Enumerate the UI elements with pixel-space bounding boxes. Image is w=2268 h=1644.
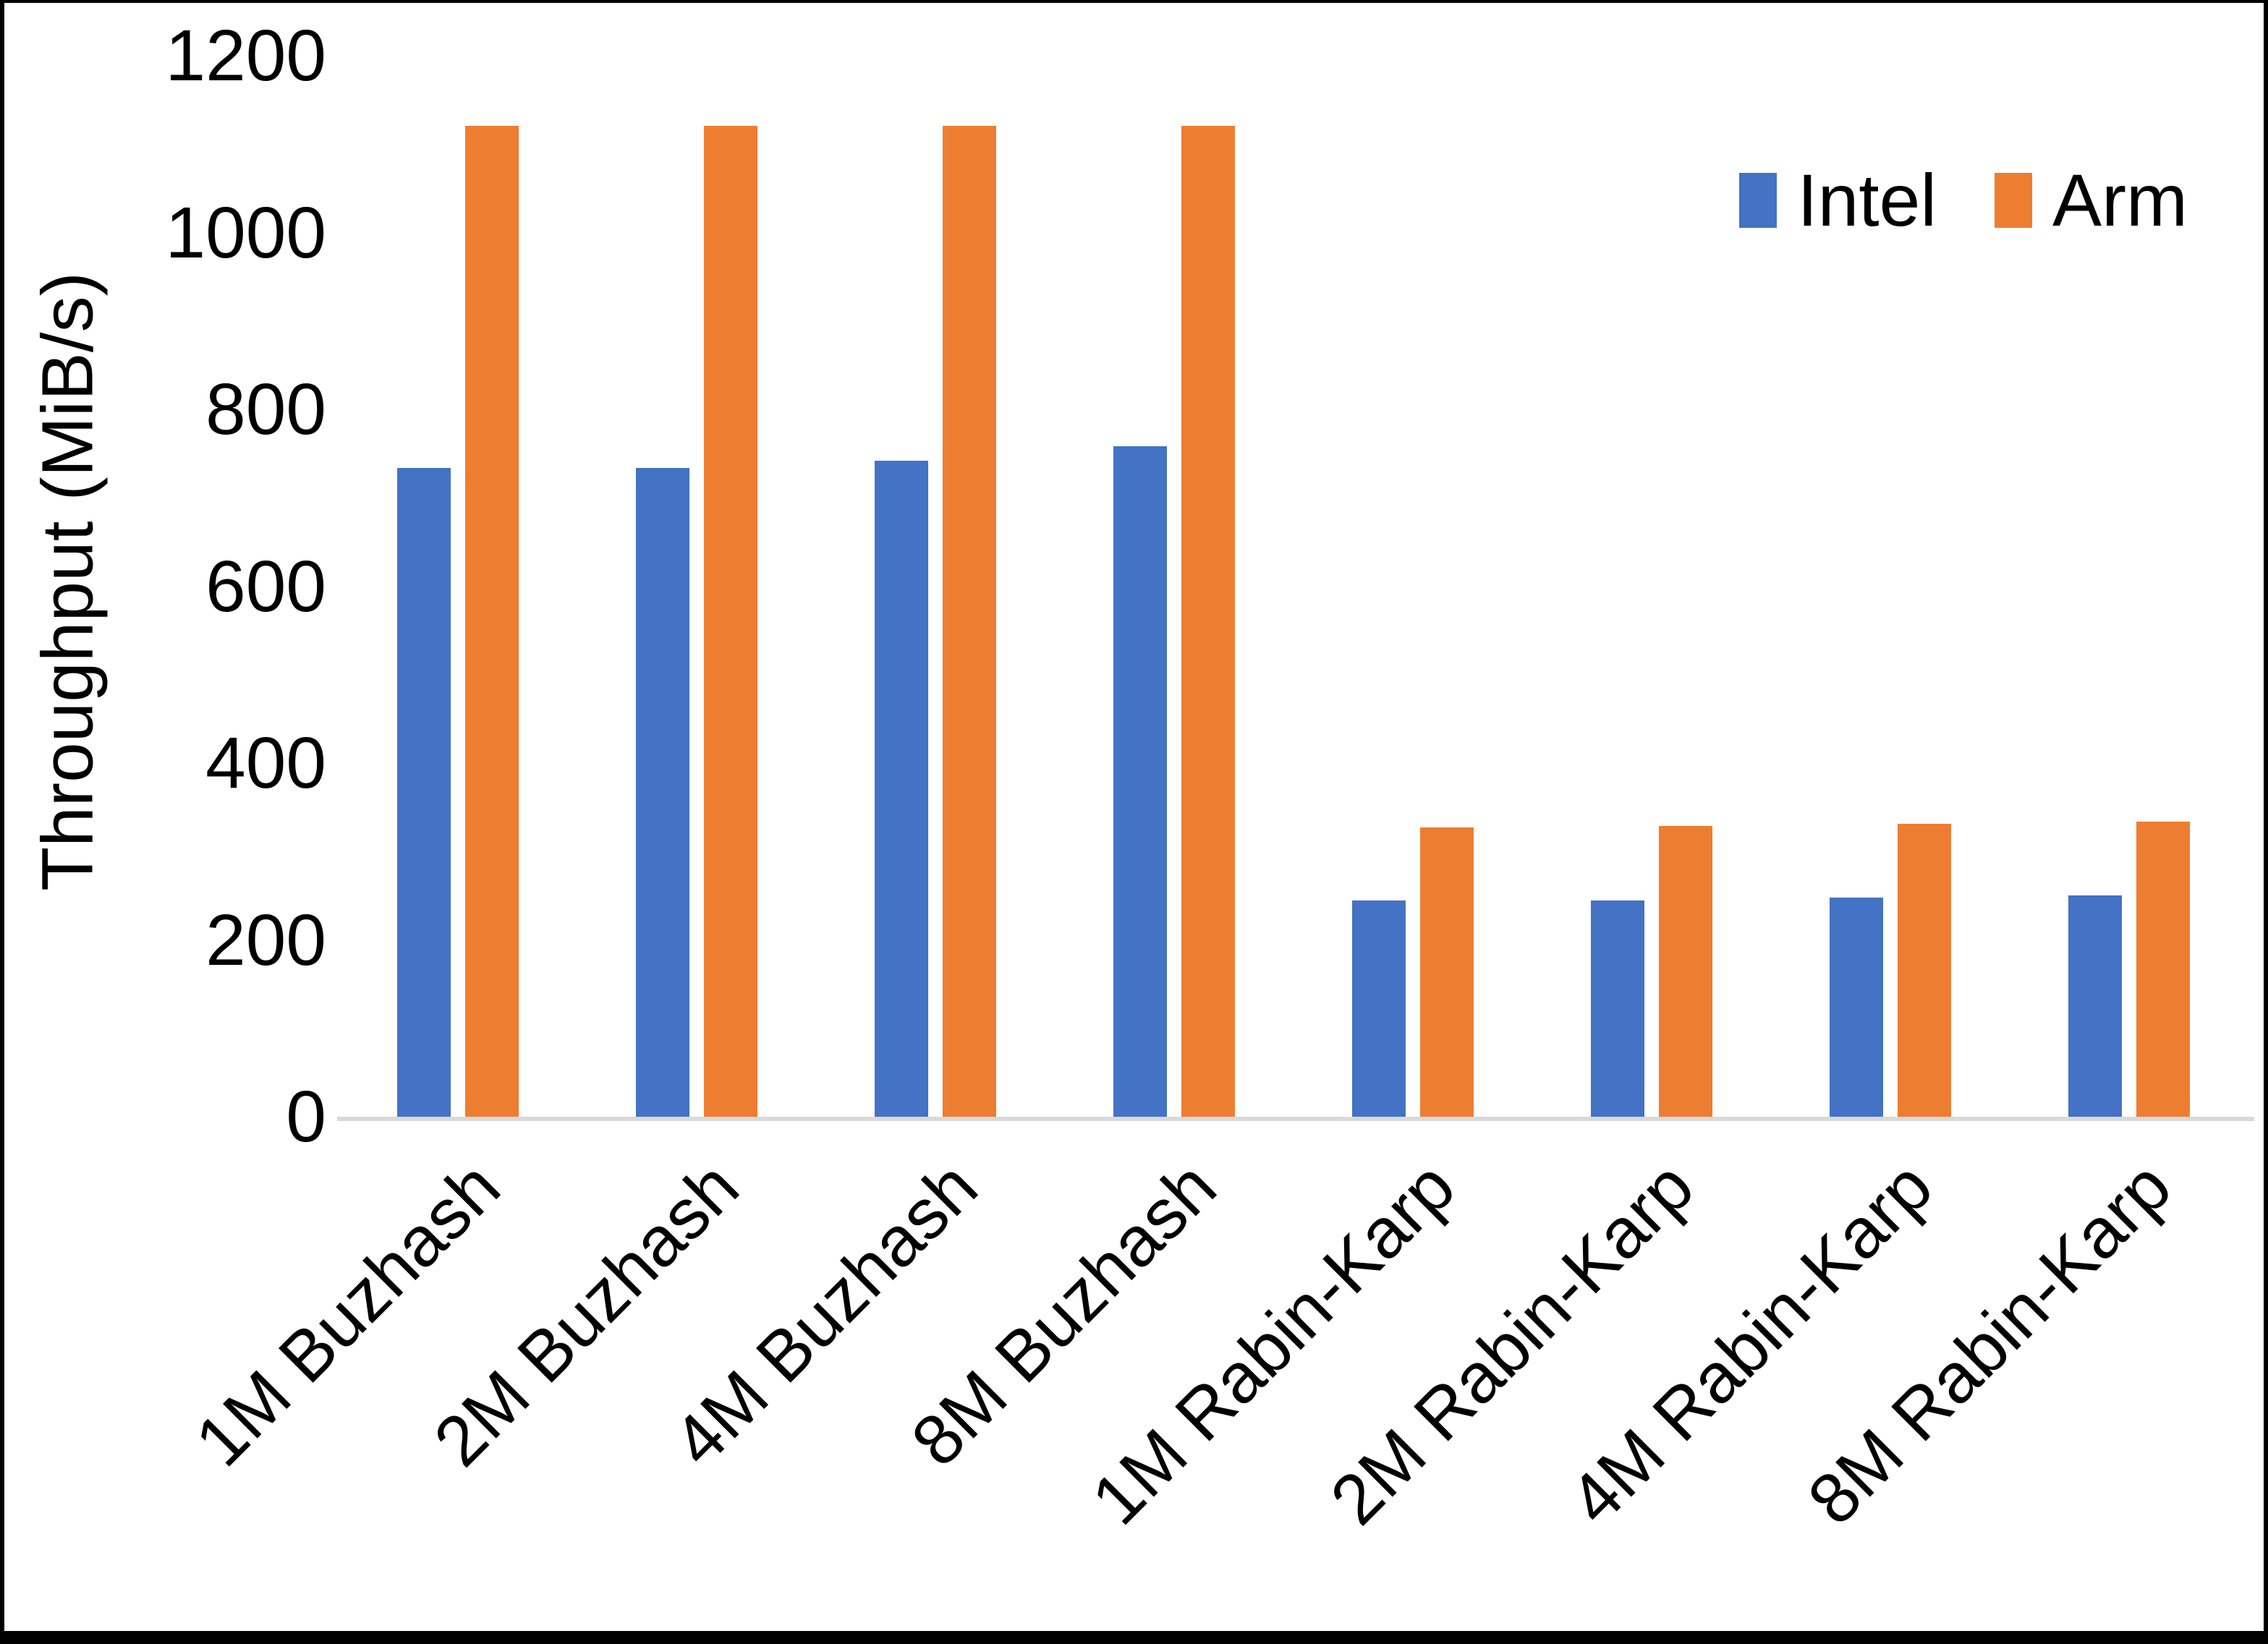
- bar-intel-8m-rabin-karp: [2068, 895, 2122, 1117]
- bar-intel-2m-rabin-karp: [1591, 900, 1644, 1117]
- bar-arm-4m-rabin-karp: [1898, 824, 1951, 1117]
- y-tick-label: 1200: [165, 15, 326, 96]
- y-tick-label: 200: [205, 899, 326, 981]
- x-category-label: 1M Buzhash: [179, 1146, 515, 1481]
- legend-item-intel: Intel: [1739, 163, 1937, 237]
- bar-intel-4m-buzhash: [875, 460, 928, 1117]
- legend-label: Arm: [2052, 159, 2188, 242]
- legend-swatch-icon: [1995, 173, 2033, 228]
- bar-arm-2m-buzhash: [704, 125, 757, 1117]
- bar-arm-8m-buzhash: [1181, 125, 1235, 1117]
- y-tick-label: 0: [286, 1076, 326, 1157]
- bar-arm-2m-rabin-karp: [1659, 825, 1712, 1117]
- y-tick-label: 800: [205, 369, 326, 450]
- bar-intel-1m-buzhash: [397, 467, 451, 1117]
- bar-intel-2m-buzhash: [636, 467, 689, 1117]
- y-tick-label: 400: [205, 723, 326, 804]
- y-tick-label: 1000: [165, 192, 326, 273]
- bar-intel-4m-rabin-karp: [1830, 897, 1883, 1117]
- legend-swatch-icon: [1739, 173, 1778, 228]
- bar-intel-8m-buzhash: [1113, 446, 1167, 1117]
- bar-arm-1m-buzhash: [465, 125, 519, 1117]
- bar-intel-1m-rabin-karp: [1352, 900, 1406, 1117]
- bar-arm-1m-rabin-karp: [1420, 827, 1474, 1117]
- bar-arm-8m-rabin-karp: [2136, 821, 2190, 1117]
- y-tick-label: 600: [205, 545, 326, 627]
- plot-area: [337, 56, 2254, 1121]
- legend: Intel Arm: [1739, 163, 2188, 237]
- legend-label: Intel: [1797, 159, 1937, 242]
- bar-arm-4m-buzhash: [943, 125, 996, 1117]
- legend-item-arm: Arm: [1995, 163, 2188, 237]
